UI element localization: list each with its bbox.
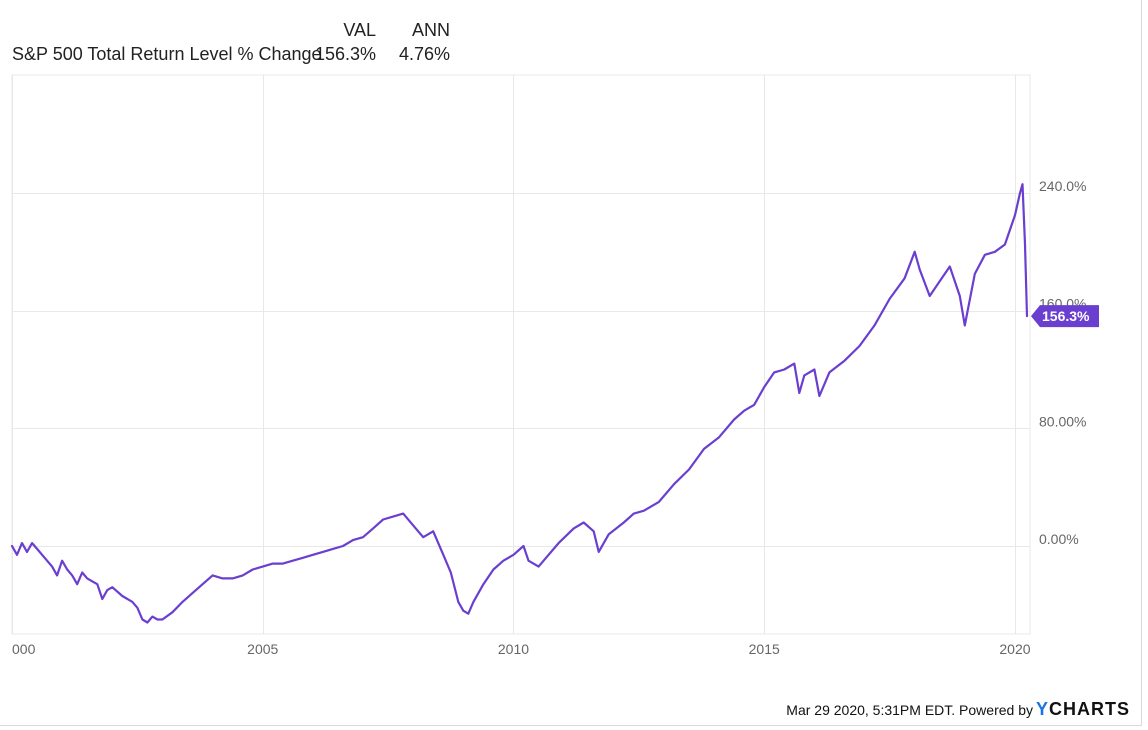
legend-col-val-header: VAL	[343, 20, 376, 40]
series-line[interactable]	[10, 183, 1029, 624]
last-value-badge	[1031, 305, 1099, 328]
line-chart[interactable]: 000 2005 2010 2015 20200.00%80.00%160.0%240.…	[0, 0, 1142, 700]
y-tick-label: 240.0%	[1039, 178, 1086, 194]
legend-col-ann-header: ANN	[411, 20, 450, 40]
chart-footer: Mar 29 2020, 5:31PM EDT. Powered by YCHA…	[786, 699, 1130, 720]
legend-series-name: S&P 500 Total Return Level % Change	[12, 44, 322, 64]
x-tick-label: 2010	[498, 641, 529, 657]
ycharts-logo-text: CHARTS	[1049, 699, 1130, 719]
x-tick-label: 000	[12, 641, 36, 657]
legend-series-ann: 4.76%	[398, 44, 450, 64]
footer-timestamp: Mar 29 2020, 5:31PM EDT. Powered by	[786, 702, 1033, 718]
y-tick-label: 80.00%	[1039, 413, 1086, 429]
x-tick-label: 2015	[749, 641, 780, 657]
x-tick-label: 2005	[247, 641, 278, 657]
x-tick-label: 2020	[999, 641, 1030, 657]
plot-area	[11, 74, 1031, 635]
y-tick-label: 0.00%	[1039, 531, 1079, 547]
ycharts-logo-y: Y	[1035, 699, 1049, 719]
ycharts-logo[interactable]: YCHARTS	[1036, 699, 1130, 720]
last-value-label: 156.3%	[1042, 308, 1090, 324]
legend-series-val: 156.3%	[314, 44, 376, 64]
